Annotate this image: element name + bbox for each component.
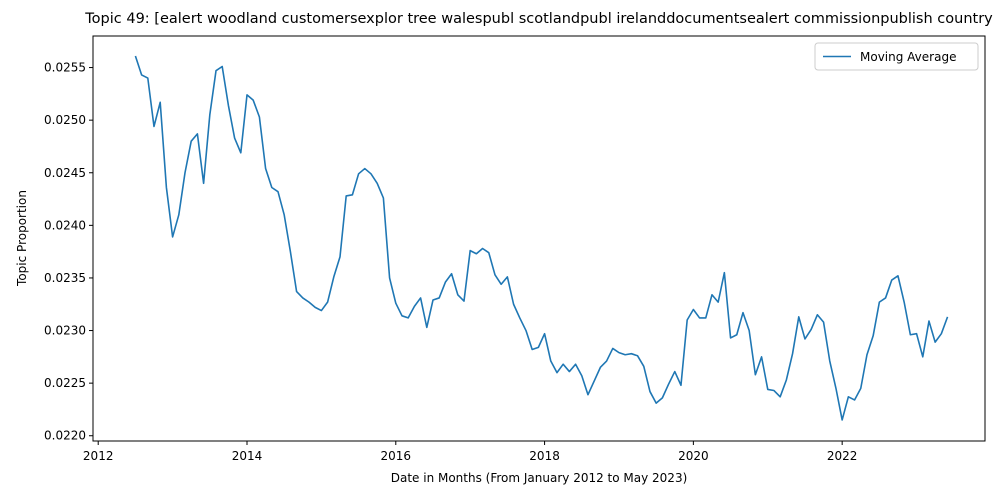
x-tick-label: 2018 bbox=[529, 449, 560, 463]
legend: Moving Average bbox=[814, 42, 979, 71]
y-axis: 0.0220 0.0225 0.0230 0.0235 0.0240 0.0245 0.02… bbox=[44, 61, 93, 443]
legend-box bbox=[814, 42, 979, 71]
x-tick-label: 2014 bbox=[232, 449, 263, 463]
legend-label-moving-average: Moving Average bbox=[860, 50, 956, 64]
x-tick-label: 2012 bbox=[83, 449, 114, 463]
y-tick-label: 0.0220 bbox=[44, 429, 86, 443]
y-tick-label: 0.0230 bbox=[44, 324, 86, 338]
series-line-moving-average bbox=[134, 55, 949, 421]
y-tick-label: 0.0245 bbox=[44, 166, 86, 180]
y-axis-label: Topic Proportion bbox=[15, 190, 29, 287]
plot-frame bbox=[92, 35, 986, 442]
chart-title: Topic 49: [ealert woodland customersexpl… bbox=[84, 11, 993, 27]
x-axis-label: Date in Months (From January 2012 to May… bbox=[391, 471, 688, 485]
x-tick-label: 2022 bbox=[827, 449, 858, 463]
y-tick-label: 0.0225 bbox=[44, 376, 86, 390]
x-tick-label: 2016 bbox=[381, 449, 412, 463]
x-tick-label: 2020 bbox=[678, 449, 709, 463]
y-tick-label: 0.0235 bbox=[44, 271, 86, 285]
y-tick-label: 0.0240 bbox=[44, 218, 86, 232]
y-tick-label: 0.0250 bbox=[44, 113, 86, 127]
x-axis: 2012 2014 2016 2018 2020 2022 bbox=[83, 441, 858, 463]
y-tick-label: 0.0255 bbox=[44, 61, 86, 75]
